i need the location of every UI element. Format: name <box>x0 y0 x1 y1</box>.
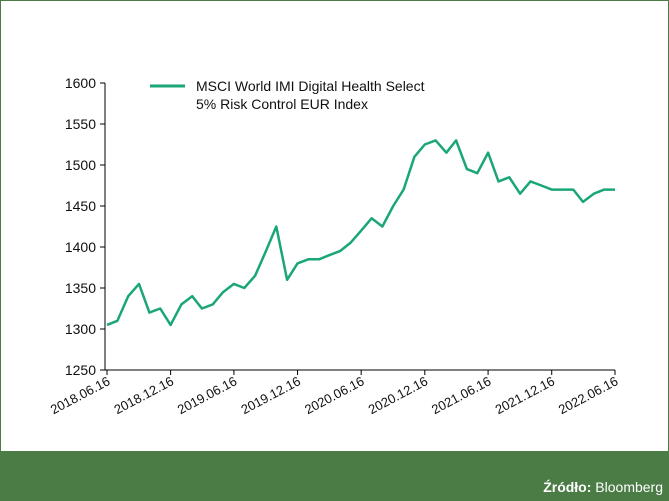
x-tick-label: 2020.06.16 <box>302 373 367 417</box>
y-tick-label: 1300 <box>65 321 96 337</box>
x-tick-label: 2020.12.16 <box>366 373 431 417</box>
x-tick-label: 2019.06.16 <box>175 373 240 417</box>
y-tick-label: 1500 <box>65 157 96 173</box>
source: Źródło: Bloomberg <box>543 479 663 495</box>
x-tick-label: 2019.12.16 <box>238 373 303 417</box>
y-tick-label: 1600 <box>65 75 96 91</box>
x-tick-label: 2018.06.16 <box>48 373 113 417</box>
source-name: Bloomberg <box>595 479 663 495</box>
x-tick-label: 2021.06.16 <box>429 373 494 417</box>
y-tick-label: 1250 <box>65 362 96 378</box>
footer: Źródło: Bloomberg <box>0 452 669 501</box>
y-tick-label: 1450 <box>65 198 96 214</box>
chart: 1250 1300 1350 1400 1450 1500 1550 1600 2018.06.… <box>0 0 669 452</box>
legend-label: MSCI World IMI Digital Health Select 5% … <box>196 78 425 112</box>
source-label: Źródło: <box>543 479 592 495</box>
y-tick-label: 1400 <box>65 239 96 255</box>
y-tick-label: 1550 <box>65 116 96 132</box>
series-line <box>106 139 615 327</box>
x-tick-label: 2022.06.16 <box>556 373 621 417</box>
x-tick-label: 2021.12.16 <box>493 373 558 417</box>
y-tick-label: 1350 <box>65 280 96 296</box>
x-tick-label: 2018.12.16 <box>112 373 177 417</box>
